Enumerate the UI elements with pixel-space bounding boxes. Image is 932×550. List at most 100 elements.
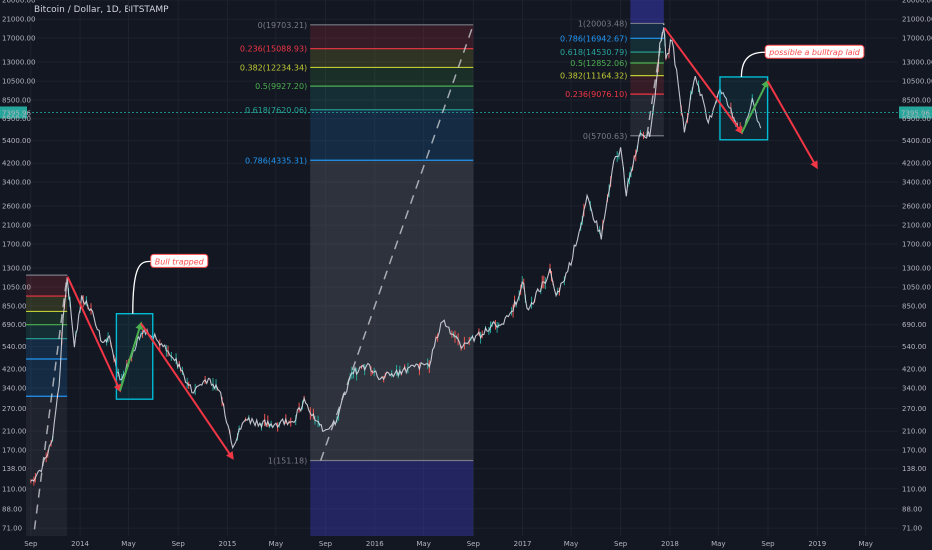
y-tick-label-right: 2100.00 [902, 222, 931, 230]
y-tick-label-right: 1050.00 [902, 284, 931, 292]
fib-left-lower-band [310, 160, 474, 461]
fib-left-level-label: 0(19703.21) [258, 21, 308, 30]
fib-early-band [25, 324, 68, 339]
x-tick-label: May [858, 540, 872, 548]
annotation-text: possible a bulltrap laid [768, 48, 861, 57]
trend-arrow [119, 321, 144, 391]
y-tick-label-left: 1700.00 [2, 241, 31, 249]
y-tick-label-right: 850.00 [902, 303, 927, 311]
fib-right-band [630, 75, 664, 95]
y-tick-label-right: 10500.00 [902, 78, 932, 86]
trend-arrow [740, 79, 769, 134]
fib-right-band [630, 63, 664, 76]
y-tick-label-right: 138.00 [902, 465, 927, 473]
trend-arrow [140, 322, 234, 460]
x-tick-label: May [269, 540, 283, 548]
y-tick-label-right: 2600.00 [902, 202, 931, 210]
y-tick-label-left: 5400.00 [2, 137, 31, 145]
y-tick-label-right: 71.00 [902, 525, 922, 533]
y-tick-label-right: 8500.00 [902, 97, 931, 105]
fib-right-level-label: 0(5700.63) [583, 132, 627, 141]
y-tick-label-right: 26000.00 [902, 0, 932, 5]
y-tick-label-left: 13000.00 [2, 59, 35, 67]
fib-right-level-label: 1(20003.48) [578, 19, 628, 28]
trend-arrow [766, 80, 818, 170]
fib-left-band [310, 86, 474, 110]
y-tick-label-right: 210.00 [902, 428, 927, 436]
current-price-label: 7395.96 [2, 109, 31, 117]
x-tick-label: Sep [467, 540, 481, 548]
y-tick-label-left: 71.00 [2, 525, 22, 533]
x-tick-label: Sep [319, 540, 333, 548]
x-tick-label: Sep [24, 540, 38, 548]
fib-left-band [310, 48, 474, 68]
fib-right-band [630, 38, 664, 53]
y-tick-label-left: 110.00 [2, 485, 27, 493]
projection-line [319, 24, 475, 461]
y-tick-label-right: 4200.00 [902, 160, 931, 168]
x-tick-label: 2014 [71, 540, 89, 548]
x-tick-label: 2017 [514, 540, 532, 548]
y-tick-label-right: 270.00 [902, 405, 927, 413]
fib-right-band [630, 52, 664, 64]
fib-left-level-label: 1(151.18) [268, 456, 307, 465]
projection-line [646, 23, 665, 136]
y-tick-label-left: 420.00 [2, 366, 27, 374]
price-series [30, 27, 762, 486]
current-price-label: 7395.96 [901, 109, 930, 117]
fib-right-level-label: 0.618(14530.79) [560, 48, 627, 57]
y-tick-label-right: 170.00 [902, 446, 927, 454]
projection-line [33, 275, 68, 530]
fib-left-level-label: 0.236(15088.93) [240, 45, 307, 54]
y-tick-label-right: 5400.00 [902, 137, 931, 145]
x-tick-label: 2016 [366, 540, 384, 548]
y-tick-label-right: 1300.00 [902, 265, 931, 273]
fib-left-band [310, 160, 474, 461]
drawings: Bull trapped possible a bulltrap laid [28, 23, 898, 530]
annotation-pointer [132, 260, 151, 314]
y-tick-label-left: 6900.00 [2, 115, 31, 123]
y-tick-label-left: 850.00 [2, 303, 27, 311]
fib-left-level-label: 0.786(4335.31) [245, 156, 307, 165]
fib-left-level-label: 0.382(12234.34) [240, 63, 307, 72]
y-tick-label-left: 340.00 [2, 384, 27, 392]
fib-left-band [310, 109, 474, 161]
y-tick-label-left: 138.00 [2, 465, 27, 473]
x-tick-label: Sep [172, 540, 186, 548]
y-tick-label-left: 2600.00 [2, 202, 31, 210]
y-tick-label-left: 4200.00 [2, 160, 31, 168]
y-tick-label-left: 540.00 [2, 343, 27, 351]
trend-arrow [663, 27, 743, 135]
fib-early-band [25, 311, 68, 325]
x-tick-label: May [416, 540, 430, 548]
fib-early-band [25, 296, 68, 312]
x-tick-label: 2015 [219, 540, 237, 548]
x-tick-label: 2019 [808, 540, 826, 548]
y-tick-label-left: 690.00 [2, 321, 27, 329]
y-tick-label-right: 3400.00 [902, 178, 931, 186]
y-tick-label-right: 540.00 [902, 343, 927, 351]
fib-left-level-label: 0.5(9927.20) [255, 82, 307, 91]
trend-arrow [66, 276, 122, 393]
y-tick-label-right: 88.00 [902, 505, 922, 513]
y-tick-label-left: 3400.00 [2, 178, 31, 186]
annotation-pointer [740, 51, 766, 77]
y-tick-label-left: 26000.00 [2, 0, 35, 5]
y-tick-label-right: 17000.00 [902, 35, 932, 43]
fib-right-band [630, 94, 664, 136]
y-tick-label-right: 1700.00 [902, 241, 931, 249]
fib-right-level-label: 0.236(9076.10) [565, 90, 627, 99]
fib-right-band [630, 23, 664, 39]
y-tick-label-left: 170.00 [2, 446, 27, 454]
y-tick-label-left: 88.00 [2, 505, 22, 513]
fib-left-extension [310, 460, 474, 536]
x-tick-label: May [121, 540, 135, 548]
y-tick-label-right: 21000.00 [902, 16, 932, 24]
y-tick-label-left: 8500.00 [2, 97, 31, 105]
fib-left-band [310, 24, 474, 49]
fib-left-top [310, 0, 473, 25]
y-tick-label-left: 1300.00 [2, 265, 31, 273]
x-tick-label: Sep [761, 540, 775, 548]
